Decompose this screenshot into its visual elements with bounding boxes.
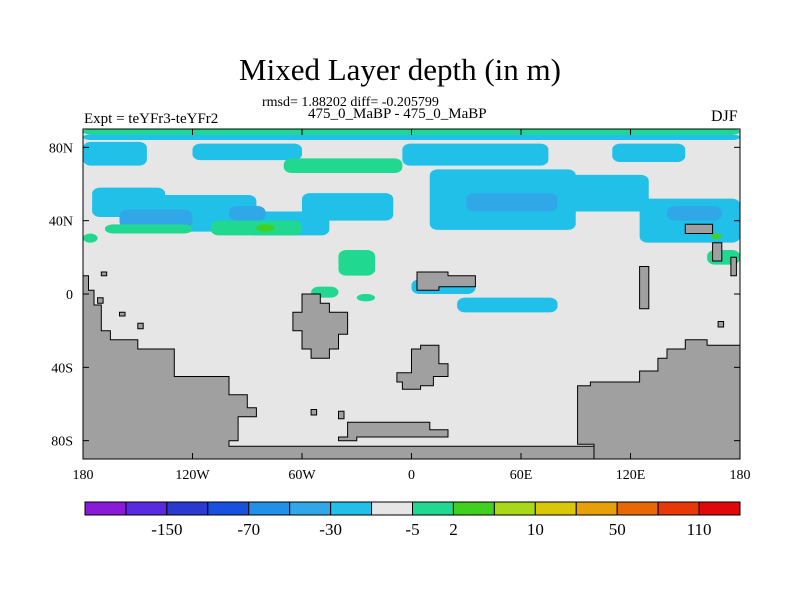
- colorbar: -150 -70 -30 -5 2 10 50 110: [84, 501, 741, 539]
- colorbar-box-12: [575, 501, 618, 516]
- colorbar-box-13: [616, 501, 659, 516]
- land-mask-7: [416, 271, 476, 291]
- x-tick-label-4: 60E: [510, 468, 533, 483]
- field-region-26: [356, 294, 375, 302]
- x-tick-label-6: 180: [730, 468, 751, 483]
- axes: 180 120W 60W 0 60E 120E 180 80N 40N 0 40S 80S: [49, 129, 751, 483]
- colorbar-box-14: [657, 501, 700, 516]
- case-pair-label: 475_0_MaBP - 475_0_MaBP: [308, 106, 487, 122]
- colorbar-label-5: 10: [527, 520, 544, 539]
- chart-title: Mixed Layer depth (in m): [239, 52, 561, 87]
- colorbar-label-2: -30: [319, 520, 342, 539]
- colorbar-box-7: [371, 501, 413, 516]
- colorbar-box-9: [452, 501, 495, 516]
- colorbar-label-0: -150: [151, 520, 182, 539]
- colorbar-box-10: [493, 501, 536, 516]
- land-mask-0: [83, 275, 740, 459]
- land-mask-10: [712, 242, 723, 262]
- colorbar-label-7: 110: [687, 520, 712, 539]
- y-tick-label-4: 80S: [51, 435, 73, 450]
- field-region-14: [457, 297, 558, 313]
- land-mask-12: [577, 339, 740, 459]
- x-tick-label-3: 0: [408, 468, 415, 483]
- field-region-1: [83, 134, 740, 140]
- stats-label: rmsd= 1.88202 diff= -0.205799: [262, 95, 439, 110]
- colorbar-box-3: [207, 501, 250, 516]
- field-region-22: [338, 250, 375, 276]
- map-panel: [83, 129, 740, 459]
- y-tick-label-0: 80N: [49, 141, 73, 156]
- field-region-17: [466, 193, 558, 212]
- field-region-16: [229, 206, 266, 221]
- land-mask-3: [396, 344, 449, 390]
- field-region-18: [667, 206, 722, 221]
- colorbar-box-11: [534, 501, 577, 516]
- land-mask-15: [119, 311, 126, 317]
- field-region-27: [256, 224, 275, 232]
- colorbar-box-5: [289, 501, 332, 516]
- land-mask-4: [338, 421, 449, 442]
- land-mask-14: [97, 297, 104, 304]
- x-tick-label-2: 60W: [288, 468, 316, 483]
- field-region-19: [104, 224, 193, 234]
- land-mask-5: [310, 409, 318, 416]
- colorbar-box-1: [125, 501, 168, 516]
- colorbar-box-8: [412, 501, 454, 516]
- field-region-15: [119, 209, 193, 228]
- colorbar-label-4: 2: [449, 520, 458, 539]
- colorbar-box-2: [166, 501, 209, 516]
- land-mask-16: [137, 322, 144, 330]
- field-region-24: [83, 233, 98, 243]
- x-tick-label-0: 180: [73, 468, 94, 483]
- field-region-3: [192, 143, 302, 161]
- land-mask-13: [100, 271, 108, 277]
- field-region-28: [710, 233, 722, 239]
- x-tick-label-5: 120E: [616, 468, 646, 483]
- colorbar-box-4: [248, 501, 291, 516]
- field-region-21: [283, 158, 403, 173]
- field-region-11: [548, 174, 649, 212]
- land-mask-9: [684, 223, 714, 234]
- y-tick-label-2: 0: [66, 288, 73, 303]
- field-region-9: [302, 193, 394, 221]
- experiment-label: Expt = teYFr3-teYFr2: [84, 111, 219, 127]
- land-mask-17: [717, 321, 725, 328]
- land-mask-11: [730, 256, 737, 277]
- colorbar-label-3: -5: [405, 520, 419, 539]
- y-tick-label-1: 40N: [49, 215, 73, 230]
- land-mask-8: [639, 266, 650, 310]
- x-tick-label-1: 120W: [175, 468, 210, 483]
- land-mask-2: [292, 293, 349, 359]
- colorbar-label-1: -70: [237, 520, 260, 539]
- field-region-5: [612, 143, 686, 162]
- land-mask-6: [338, 410, 345, 420]
- colorbar-box-0: [84, 501, 127, 516]
- field-region-2: [83, 141, 147, 166]
- field-region-4: [402, 143, 549, 166]
- colorbar-box-15: [698, 501, 741, 516]
- season-label: DJF: [711, 108, 738, 125]
- colorbar-label-6: 50: [609, 520, 626, 539]
- colorbar-box-6: [330, 501, 373, 516]
- y-tick-label-3: 40S: [51, 361, 73, 376]
